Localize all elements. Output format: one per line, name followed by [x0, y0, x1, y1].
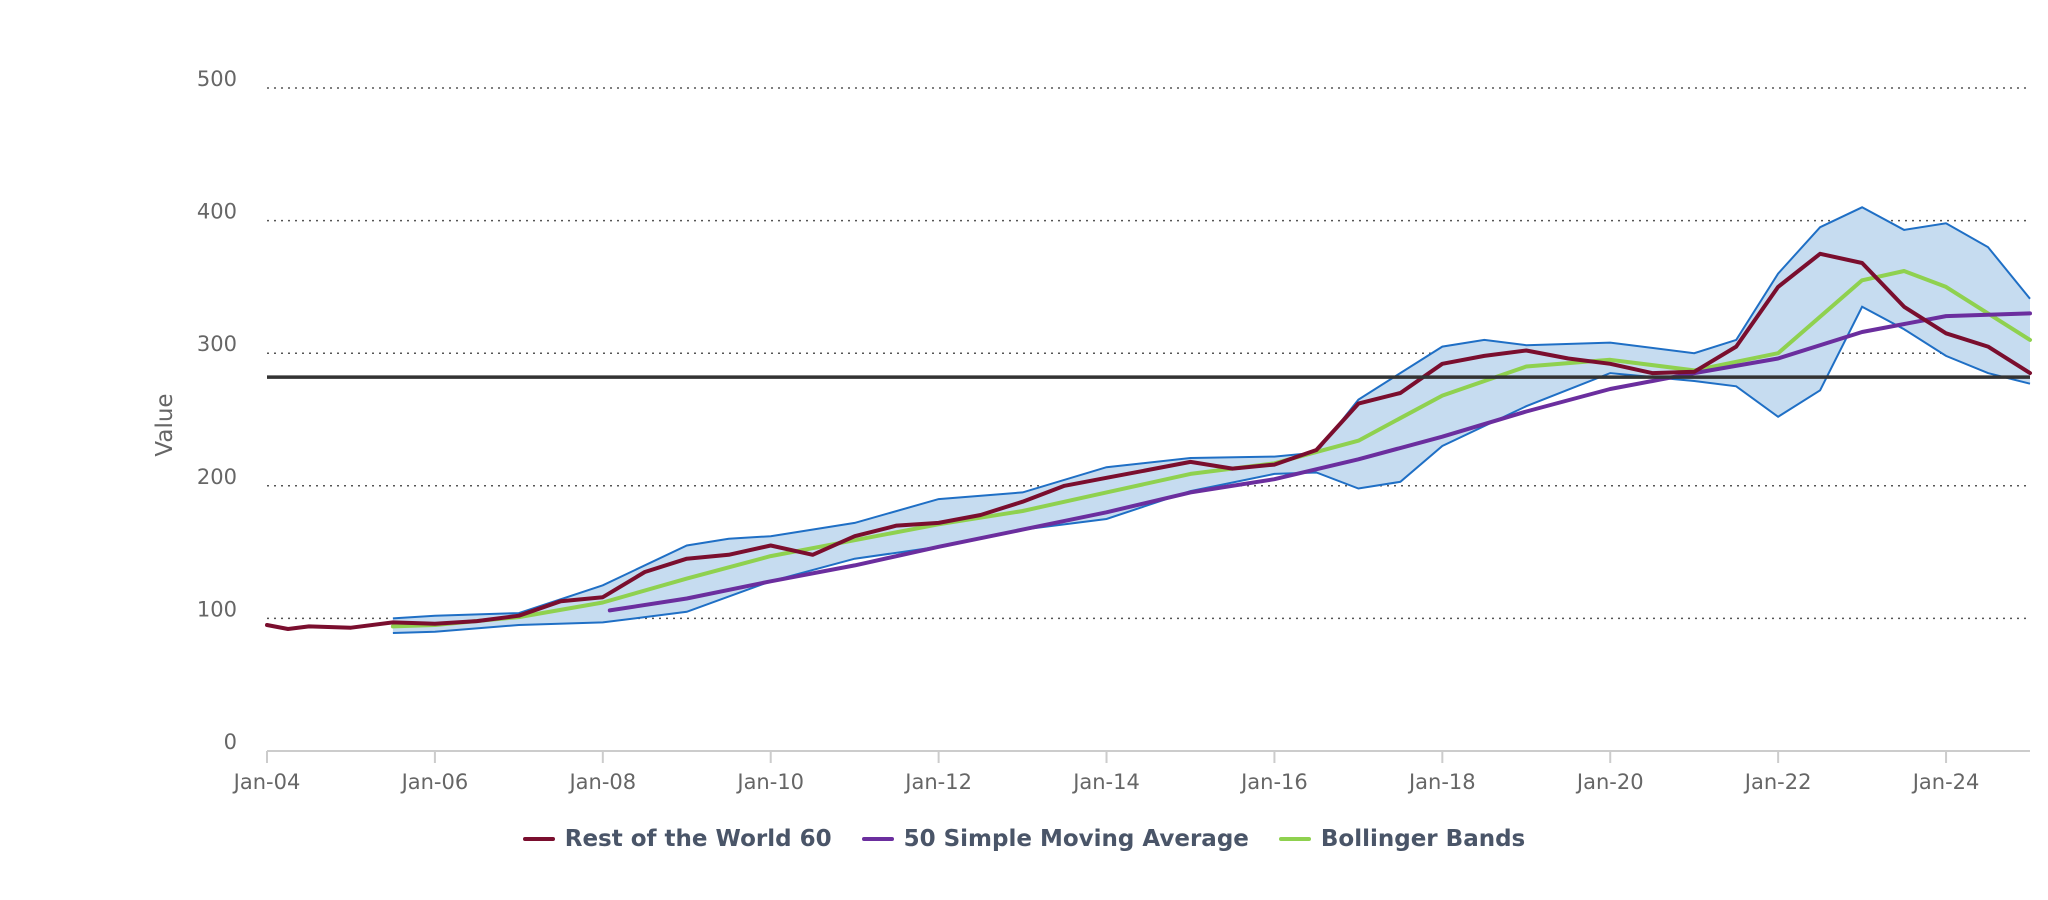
y-tick-label: 0	[224, 730, 237, 754]
band-fill	[392, 207, 2030, 634]
x-tick-label: Jan-16	[1239, 770, 1308, 794]
legend-label: Rest of the World 60	[564, 826, 832, 852]
legend-item-sma[interactable]: 50 Simple Moving Average	[861, 826, 1249, 852]
bollinger-chart: Jan-04 Jan-06 Jan-08 Jan-10 Jan-12 Jan-14 Jan-…	[152, 67, 2032, 794]
y-axis-labels: 0 100 200 300 400 500	[197, 67, 237, 754]
series-line-sma	[607, 311, 2032, 613]
legend-label: 50 Simple Moving Average	[903, 826, 1249, 852]
x-tick-label: Jan-04	[232, 770, 301, 794]
x-tick-label: Jan-18	[1407, 770, 1476, 794]
y-tick-label: 400	[197, 200, 237, 224]
legend-item-rest-of-world[interactable]: Rest of the World 60	[522, 826, 832, 852]
x-tick-label: Jan-22	[1743, 770, 1812, 794]
x-axis: Jan-04 Jan-06 Jan-08 Jan-10 Jan-12 Jan-14 Jan-…	[232, 750, 2030, 794]
bollinger-band-area	[392, 206, 2031, 634]
series-lines	[265, 251, 2032, 631]
legend-swatch	[522, 837, 555, 841]
chart-legend: Rest of the World 60 50 Simple Moving Ave…	[0, 826, 2048, 852]
legend-label: Bollinger Bands	[1320, 826, 1526, 852]
x-tick-label: Jan-12	[903, 770, 972, 794]
x-tick-label: Jan-20	[1575, 770, 1644, 794]
y-axis-title: Value	[152, 393, 178, 456]
y-tick-label: 300	[197, 332, 237, 356]
x-tick-label: Jan-10	[735, 770, 804, 794]
legend-swatch	[1278, 837, 1311, 841]
legend-item-bollinger[interactable]: Bollinger Bands	[1278, 826, 1526, 852]
x-tick-label: Jan-08	[567, 770, 636, 794]
x-tick-label: Jan-06	[400, 770, 469, 794]
x-tick-label: Jan-14	[1071, 770, 1140, 794]
y-tick-label: 200	[197, 465, 237, 489]
y-tick-label: 100	[197, 597, 237, 621]
series-line-rest-of-world	[265, 251, 2032, 631]
y-tick-label: 500	[197, 67, 237, 91]
x-tick-label: Jan-24	[1911, 770, 1980, 794]
legend-swatch	[861, 837, 894, 841]
